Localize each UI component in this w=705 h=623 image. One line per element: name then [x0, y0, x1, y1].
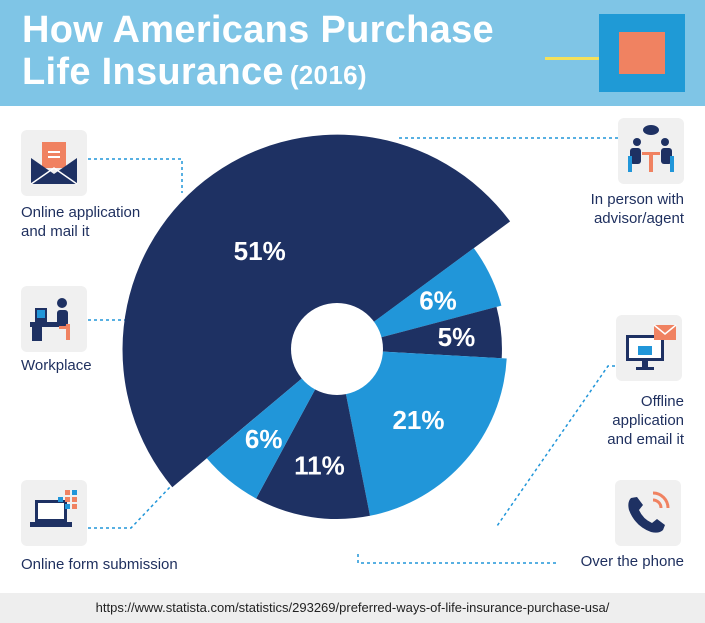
slice-4 [337, 349, 507, 516]
label-offline-email-line1: Offline [640, 393, 684, 410]
envelope-icon [30, 142, 78, 185]
label-online-mail: Online application and mail it [21, 203, 140, 241]
slice-label-5: 11% [294, 451, 345, 481]
label-online-form: Online form submission [21, 555, 178, 574]
footer-bar: https://www.statista.com/statistics/2932… [0, 593, 705, 623]
label-in-person-line1: In person with [590, 191, 684, 208]
label-in-person: In person with advisor/agent [560, 190, 684, 228]
source-url: https://www.statista.com/statistics/2932… [95, 600, 610, 615]
in-person-icon-tile [618, 118, 684, 184]
logo-square [599, 14, 685, 92]
phone-icon-tile [615, 480, 681, 546]
label-offline-email-line3: and email it [607, 431, 684, 448]
workplace-icon-tile [21, 286, 87, 352]
label-in-person-line2: advisor/agent [593, 210, 684, 227]
slice-labels-group: 51% 6% 5% 21% 11% 6% [234, 236, 476, 481]
slice-label-4: 21% [392, 405, 444, 435]
logo-accent-line [545, 57, 643, 60]
online-form-icon-tile [21, 480, 87, 546]
slice-2 [337, 248, 502, 349]
label-phone: Over the phone [560, 552, 684, 571]
donut-hole [291, 303, 383, 395]
monitor-email-icon [626, 324, 677, 370]
label-workplace-line1: Workplace [21, 357, 92, 374]
connector-offline-email [496, 365, 615, 527]
logo-inner-square [619, 32, 665, 74]
title-year: (2016) [289, 60, 367, 90]
connector-online-mail [88, 158, 183, 193]
connector-phone [357, 553, 556, 564]
title-line-1: How Americans Purchase [22, 9, 494, 51]
slice-6 [206, 349, 337, 499]
slice-label-6: 6% [245, 424, 283, 454]
label-offline-email-line2: application [612, 412, 684, 429]
connector-lines [88, 137, 618, 564]
slice-label-1: 51% [234, 236, 286, 266]
slice-label-2: 6% [419, 286, 457, 316]
label-online-form-line1: Online form submission [21, 556, 178, 573]
offline-email-icon-tile [616, 315, 682, 381]
office-desk-icon [30, 298, 70, 341]
label-phone-line1: Over the phone [580, 553, 684, 570]
phone-icon [628, 491, 670, 533]
meeting-icon [628, 125, 674, 172]
label-offline-email: Offline application and email it [560, 392, 684, 449]
online-mail-icon-tile [21, 130, 87, 196]
label-online-mail-line1: Online application [21, 204, 141, 221]
donut-chart: 51% 6% 5% 21% 11% 6% [88, 134, 618, 564]
title-line-2: Life Insurance (2016) [22, 52, 367, 95]
label-online-mail-line2: and mail it [21, 223, 90, 240]
connector-online-form [88, 485, 172, 529]
slice-label-3: 5% [438, 322, 476, 352]
label-workplace: Workplace [21, 356, 92, 375]
header-banner: How Americans Purchase Life Insurance (20… [0, 0, 705, 106]
title-main: Life Insurance [22, 51, 284, 93]
laptop-icon [30, 490, 77, 527]
